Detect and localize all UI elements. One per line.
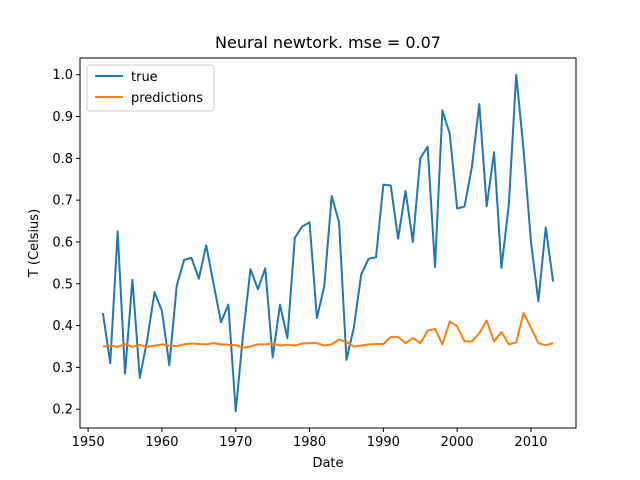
chart-title: Neural newtork. mse = 0.07: [215, 33, 441, 52]
y-axis-label: T (Celsius): [27, 209, 42, 278]
x-tick-label: 1990: [367, 435, 400, 450]
y-tick-label: 0.6: [52, 235, 73, 250]
x-tick-label: 1950: [72, 435, 105, 450]
x-tick-label: 1980: [293, 435, 326, 450]
y-tick-label: 0.8: [52, 152, 73, 167]
y-tick-label: 0.2: [52, 403, 73, 418]
x-tick-label: 1970: [219, 435, 252, 450]
y-tick-label: 1.0: [52, 68, 73, 83]
y-tick-label: 0.7: [52, 194, 73, 209]
x-axis-label: Date: [312, 456, 343, 471]
x-tick-label: 1960: [145, 435, 178, 450]
legend-predictions-label: predictions: [131, 91, 203, 106]
y-tick-label: 0.9: [52, 110, 73, 125]
y-tick-label: 0.5: [52, 277, 73, 292]
legend: true predictions: [87, 65, 214, 111]
y-tick-label: 0.3: [52, 361, 73, 376]
x-tick-label: 2000: [441, 435, 474, 450]
x-tick-label: 2010: [514, 435, 547, 450]
legend-true-label: true: [131, 70, 158, 85]
y-tick-label: 0.4: [52, 319, 73, 334]
